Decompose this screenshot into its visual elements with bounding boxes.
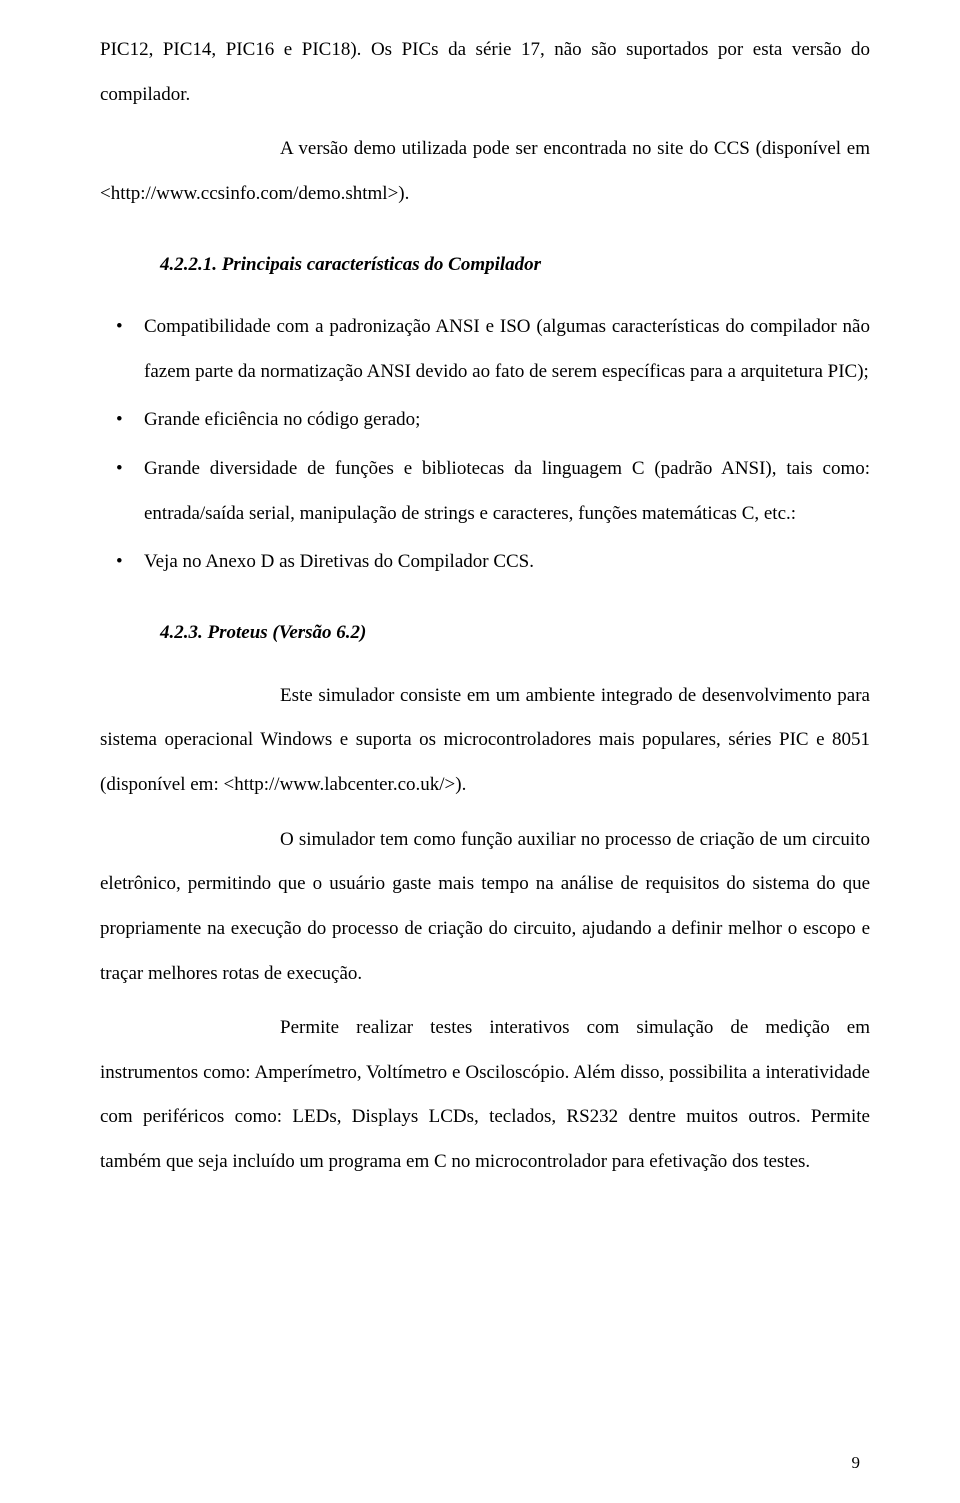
list-item: Compatibilidade com a padronização ANSI … [100, 305, 870, 394]
paragraph-proteus-1: Este simulador consiste em um ambiente i… [100, 674, 870, 808]
paragraph-intro-2: A versão demo utilizada pode ser encontr… [100, 127, 870, 216]
paragraph-intro-1: PIC12, PIC14, PIC16 e PIC18). Os PICs da… [100, 28, 870, 117]
paragraph-proteus-2: O simulador tem como função auxiliar no … [100, 818, 870, 997]
paragraph-proteus-3: Permite realizar testes interativos com … [100, 1006, 870, 1185]
heading-4-2-3: 4.2.3. Proteus (Versão 6.2) [160, 611, 870, 656]
list-item: Grande diversidade de funções e bibliote… [100, 447, 870, 536]
document-page: PIC12, PIC14, PIC16 e PIC18). Os PICs da… [0, 0, 960, 1503]
page-number: 9 [852, 1443, 861, 1483]
list-item: Veja no Anexo D as Diretivas do Compilad… [100, 540, 870, 585]
list-item: Grande eficiência no código gerado; [100, 398, 870, 443]
heading-4-2-2-1: 4.2.2.1. Principais características do C… [160, 243, 870, 288]
bullet-list-características: Compatibilidade com a padronização ANSI … [100, 305, 870, 585]
